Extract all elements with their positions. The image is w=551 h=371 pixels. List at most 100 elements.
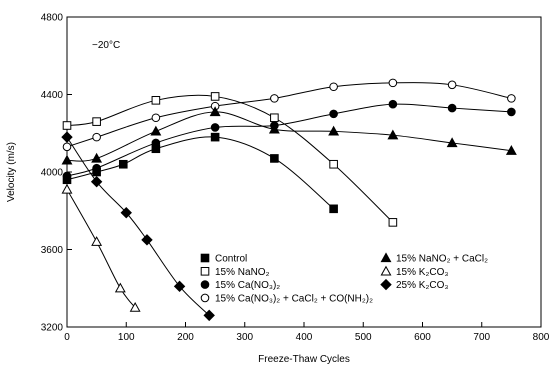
data-point [447,103,457,113]
data-point [203,309,215,322]
data-point [388,99,398,109]
legend-label: 15% NaNO₂ [215,267,270,278]
data-point [62,121,72,130]
legend-item: 15% NaNO₂ + CaCl₂ [380,252,488,265]
data-point [270,154,279,163]
x-tick-label: 300 [236,332,253,343]
data-point [387,129,399,140]
x-tick-label: 800 [533,332,550,343]
data-point [91,152,103,163]
data-point [507,94,516,103]
data-point [268,123,280,134]
series-4 [61,106,517,165]
legend-marker [200,280,210,289]
x-tick-label: 100 [118,332,135,343]
data-point [210,132,220,142]
data-point [62,142,72,152]
data-point [141,234,153,246]
series-3 [62,78,516,152]
data-point [270,94,279,103]
legend-label: 15% Ca(NO₃)₂ + CaCl₂ + CO(NH₂)₂ [215,293,373,304]
legend-marker [380,265,392,276]
series-line [66,136,210,316]
data-point [270,113,279,123]
legend-label: 15% K₂CO₃ [396,267,448,278]
series-0 [62,132,338,214]
data-point [210,92,220,101]
data-point [62,171,72,181]
data-point [328,125,340,136]
data-point [329,109,338,119]
legend-item: 15% Ca(NO₃)₂ + CaCl₂ + CO(NH₂)₂ [200,293,373,304]
x-tick-label: 200 [177,332,194,343]
data-point [61,154,73,165]
data-point [61,183,73,194]
legend-item: 15% K₂CO₃ [380,265,448,278]
data-point [447,80,457,90]
data-point [209,106,221,117]
series-line [66,189,136,308]
legend: Control 15% NaNO₂ 15% Ca(NO₃)₂ 15% Ca(NO₃)₂… [200,252,488,304]
x-tick-label: 700 [473,332,490,343]
series-line [66,111,512,162]
data-point [114,282,126,293]
x-tick-label: 0 [64,332,70,343]
data-point [151,113,161,123]
data-point [92,132,101,142]
data-point [329,82,338,92]
legend-marker [200,267,210,276]
data-point [129,301,141,312]
x-axis-title: Freeze-Thaw Cycles [258,354,350,365]
data-point [329,204,338,214]
data-point [92,163,101,173]
plot-frame [66,16,542,328]
legend-item: Control [200,253,247,265]
data-point [150,125,162,136]
legend-item: 15% NaNO₂ [200,267,270,278]
legend-label: Control [215,254,247,265]
series-5 [61,183,141,312]
legend-marker [200,293,210,303]
series-line [66,82,512,148]
data-point [173,280,186,293]
legend-marker [200,253,210,263]
axis-ticks: 0 100 200 300 400 500 600 700 800 3200 3600 4000 440… [41,13,550,344]
x-tick-label: 400 [296,332,313,343]
legend-label: 25% K₂CO₃ [396,280,448,291]
data-point [151,138,161,148]
legend-label: 15% NaNO₂ + CaCl₂ [396,254,488,265]
data-point [388,218,398,227]
legend-item: 25% K₂CO₃ [380,278,448,291]
series-layer [61,78,517,322]
data-point [90,175,103,188]
y-tick-label: 4000 [41,168,64,179]
data-point [61,131,73,143]
x-tick-label: 600 [414,332,431,343]
legend-label: 15% Ca(NO₃)₂ [215,280,280,291]
data-point [91,236,103,246]
data-point [329,159,338,169]
y-axis-title: Velocity (m/s) [6,142,17,202]
data-point [505,145,517,155]
series-line [66,136,334,210]
x-tick-label: 500 [355,332,372,343]
series-6 [61,131,215,322]
series-2 [62,99,516,181]
data-point [118,159,128,169]
series-1 [62,92,398,227]
series-line [66,103,512,177]
legend-marker [380,278,392,291]
legend-marker [380,252,392,263]
y-tick-label: 3600 [41,245,64,256]
data-point [388,78,398,88]
data-point [151,96,161,105]
y-tick-label: 4400 [41,90,64,101]
y-tick-label: 3200 [41,323,64,334]
data-point [92,117,101,126]
y-tick-label: 4800 [41,13,64,24]
data-point [507,107,516,117]
legend-item: 15% Ca(NO₃)₂ [200,280,280,291]
temperature-annotation: −20°C [92,40,120,51]
data-point [210,123,220,132]
